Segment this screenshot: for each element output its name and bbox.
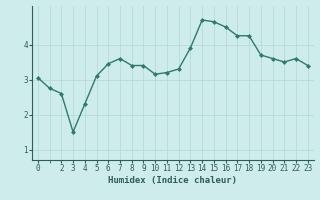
X-axis label: Humidex (Indice chaleur): Humidex (Indice chaleur) (108, 176, 237, 185)
